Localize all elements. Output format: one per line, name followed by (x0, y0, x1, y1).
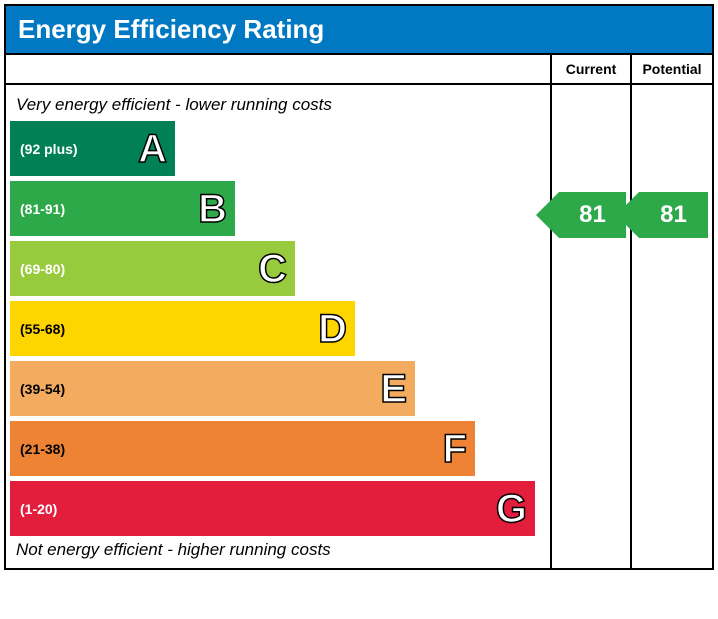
band-range: (39-54) (10, 381, 380, 397)
band-bar-d: (55-68)D (10, 301, 355, 356)
rating-arrow-current: 81 (536, 192, 626, 238)
arrow-point-icon (616, 192, 639, 238)
band-range: (55-68) (10, 321, 318, 337)
arrow-point-icon (536, 192, 559, 238)
band-bar-a: (92 plus)A (10, 121, 175, 176)
chart-area: Very energy efficient - lower running co… (6, 85, 552, 568)
bars-container: (92 plus)A(81-91)B(69-80)C(55-68)D(39-54… (6, 121, 550, 536)
rating-column-potential: 81 (632, 85, 712, 568)
header-potential: Potential (632, 55, 712, 83)
note-bottom: Not energy efficient - higher running co… (6, 536, 550, 562)
header-current: Current (552, 55, 632, 83)
band-letter: A (138, 129, 175, 169)
rating-arrow-potential: 81 (616, 192, 708, 238)
band-letter: E (380, 369, 415, 409)
band-bar-e: (39-54)E (10, 361, 415, 416)
band-range: (1-20) (10, 501, 496, 517)
rating-value: 81 (639, 192, 708, 238)
chart-title: Energy Efficiency Rating (6, 6, 712, 53)
band-range: (21-38) (10, 441, 443, 457)
band-range: (81-91) (10, 201, 198, 217)
band-bar-c: (69-80)C (10, 241, 295, 296)
band-letter: C (258, 249, 295, 289)
header-row: Current Potential (6, 53, 712, 85)
band-range: (92 plus) (10, 141, 138, 157)
header-spacer (6, 55, 552, 83)
band-bar-g: (1-20)G (10, 481, 535, 536)
band-letter: G (496, 489, 535, 529)
band-bar-b: (81-91)B (10, 181, 235, 236)
band-bar-f: (21-38)F (10, 421, 475, 476)
band-letter: F (443, 429, 475, 469)
band-letter: D (318, 309, 355, 349)
note-top: Very energy efficient - lower running co… (6, 93, 550, 121)
rating-column-current: 81 (552, 85, 632, 568)
epc-chart: Energy Efficiency Rating Current Potenti… (4, 4, 714, 570)
band-letter: B (198, 189, 235, 229)
band-range: (69-80) (10, 261, 258, 277)
chart-body: Very energy efficient - lower running co… (6, 85, 712, 568)
